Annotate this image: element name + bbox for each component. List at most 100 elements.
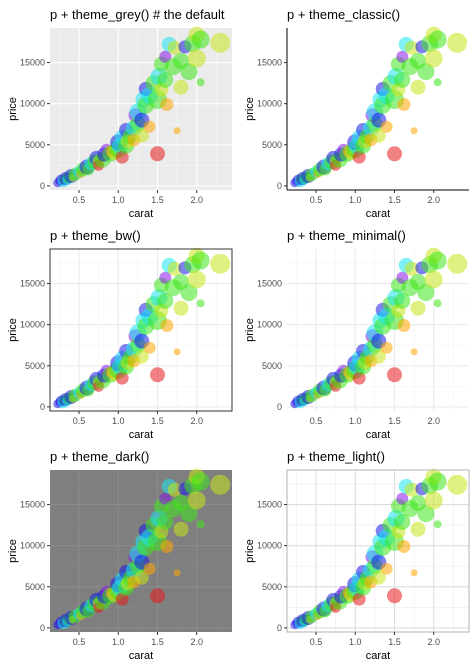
y-tick-label: 0 — [40, 623, 45, 633]
data-point — [424, 491, 443, 510]
data-point — [167, 40, 182, 55]
x-tick-label: 0.5 — [73, 637, 86, 647]
x-tick-label: 2.0 — [427, 637, 440, 647]
x-tick-label: 2.0 — [427, 416, 440, 426]
data-point — [150, 367, 165, 383]
data-point — [380, 341, 393, 354]
data-point — [173, 569, 181, 577]
x-tick-label: 0.5 — [310, 637, 323, 647]
x-tick-label: 1.5 — [151, 637, 164, 647]
x-axis-title: carat — [366, 650, 390, 662]
data-points — [290, 247, 468, 409]
data-point — [196, 520, 205, 529]
data-point — [410, 79, 426, 95]
data-point — [196, 299, 205, 308]
y-axis-title: price — [244, 539, 256, 563]
x-tick-label: 1.5 — [388, 637, 401, 647]
data-point — [157, 71, 174, 88]
y-tick-label: 0 — [40, 181, 45, 191]
data-point — [210, 253, 231, 274]
x-tick-label: 1.5 — [151, 416, 164, 426]
data-point — [115, 371, 129, 385]
panel-title: p + theme_classic() — [287, 7, 400, 22]
data-point — [428, 30, 447, 49]
data-point — [157, 292, 174, 309]
data-point — [371, 128, 386, 143]
data-point — [447, 474, 468, 495]
y-tick-label: 15000 — [20, 279, 45, 289]
y-tick-label: 10000 — [257, 320, 282, 330]
data-point — [404, 40, 419, 55]
y-tick-label: 15000 — [257, 279, 282, 289]
data-point — [387, 146, 402, 162]
y-tick-label: 5000 — [25, 361, 45, 371]
data-point — [447, 32, 468, 53]
data-point — [150, 146, 165, 162]
x-axis-title: carat — [129, 208, 153, 220]
x-tick-label: 2.0 — [190, 637, 203, 647]
data-points — [53, 468, 231, 630]
x-tick-label: 1.0 — [349, 637, 362, 647]
data-point — [410, 300, 426, 316]
data-point — [424, 270, 443, 289]
data-points — [290, 468, 468, 630]
data-points — [53, 26, 231, 188]
data-point — [394, 292, 411, 309]
data-point — [447, 253, 468, 274]
data-point — [160, 98, 174, 111]
x-tick-label: 1.0 — [349, 416, 362, 426]
y-axis-title: price — [7, 539, 19, 563]
panel-title: p + theme_grey() # the default — [50, 7, 225, 22]
panel-border — [49, 248, 233, 412]
y-axis-title: price — [244, 318, 256, 342]
data-point — [397, 319, 411, 332]
x-axis-title: carat — [129, 429, 153, 441]
x-axis-title: carat — [366, 429, 390, 441]
y-axis-title: price — [7, 318, 19, 342]
data-point — [371, 349, 386, 364]
data-points — [290, 26, 468, 188]
panel-bw: p + theme_bw() 0.5 1.0 1.5 2.0 0 5000 10000 1500… — [7, 228, 233, 441]
data-point — [387, 588, 402, 604]
panel-title: p + theme_minimal() — [287, 228, 406, 243]
data-point — [167, 482, 182, 497]
x-tick-label: 2.0 — [190, 195, 203, 205]
data-point — [134, 570, 149, 585]
y-tick-label: 10000 — [20, 320, 45, 330]
y-tick-label: 15000 — [257, 58, 282, 68]
y-tick-label: 5000 — [262, 582, 282, 592]
data-point — [173, 300, 189, 316]
y-tick-label: 10000 — [20, 99, 45, 109]
data-point — [157, 513, 174, 530]
data-point — [134, 349, 149, 364]
data-point — [410, 521, 426, 537]
data-point — [173, 521, 189, 537]
y-tick-label: 10000 — [257, 99, 282, 109]
data-point — [433, 78, 442, 87]
data-point — [428, 251, 447, 270]
y-tick-label: 10000 — [20, 541, 45, 551]
panel-title: p + theme_dark() — [50, 449, 149, 464]
panel-title: p + theme_light() — [287, 449, 385, 464]
x-tick-label: 0.5 — [310, 195, 323, 205]
data-point — [404, 261, 419, 276]
y-tick-label: 0 — [277, 402, 282, 412]
data-point — [173, 348, 181, 356]
x-tick-label: 0.5 — [310, 416, 323, 426]
panel-dark: p + theme_dark() 0.5 1.0 1.5 2.0 0 5000 10000 15… — [7, 449, 232, 662]
y-axis-title: price — [7, 97, 19, 121]
data-point — [417, 505, 435, 523]
x-tick-label: 1.5 — [151, 195, 164, 205]
data-point — [428, 472, 447, 491]
data-point — [397, 98, 411, 111]
data-point — [143, 120, 156, 133]
data-point — [210, 474, 231, 495]
data-point — [143, 341, 156, 354]
y-tick-label: 0 — [277, 181, 282, 191]
y-tick-label: 15000 — [257, 500, 282, 510]
panel-classic: p + theme_classic() 0.5 1.0 1.5 2.0 0 5000 1000… — [244, 7, 469, 220]
data-point — [410, 348, 418, 356]
data-point — [417, 284, 435, 302]
